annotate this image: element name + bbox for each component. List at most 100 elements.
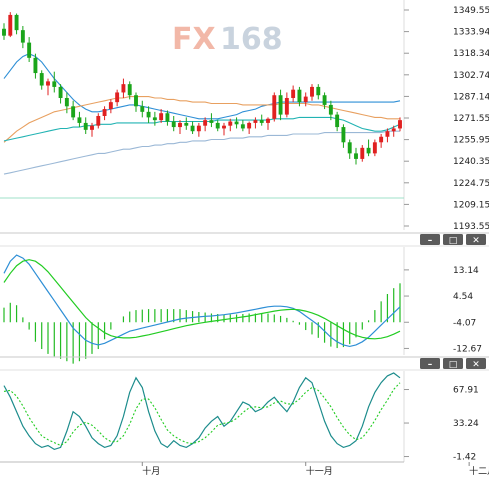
candle: [303, 92, 308, 107]
candle: [178, 120, 182, 134]
candle: [385, 128, 390, 143]
candle: [240, 120, 245, 132]
candle-body: [341, 127, 346, 143]
candle: [209, 113, 214, 128]
candle-body: [171, 121, 176, 128]
candle-body: [127, 84, 132, 96]
macd-panel: 13.14 4.54 -4.07 -12.67: [3, 247, 482, 364]
candle: [328, 100, 333, 121]
price-panel: 1349.55 1333.94 1318.34 1302.74 1287.14 1271.…: [0, 0, 489, 232]
price-tick-label: 1240.35: [453, 157, 489, 167]
kdj-tick-label: 33.24: [453, 419, 479, 429]
candle: [90, 122, 94, 137]
panel-restore-button[interactable]: □: [443, 234, 463, 246]
candle-body: [240, 124, 245, 129]
candle: [184, 117, 189, 130]
moving-average-lines: [3, 53, 401, 175]
candle-body: [108, 102, 113, 110]
candle-body: [259, 120, 264, 123]
price-tick-label: 1287.14: [453, 92, 489, 102]
candle-body: [8, 14, 13, 36]
kdj-panel-controls: – □ ✕: [420, 358, 486, 370]
price-tick-label: 1224.75: [453, 179, 489, 189]
candle-body: [165, 113, 170, 122]
panel-minimize-bg: [420, 234, 440, 245]
candle-body: [366, 147, 371, 154]
candlestick-series: [2, 12, 402, 165]
ma-line-ma-long: [3, 130, 400, 175]
price-tick-label: 1318.34: [453, 49, 489, 59]
macd-tick-label: -12.67: [453, 344, 482, 354]
candle-body: [234, 121, 239, 125]
candle: [102, 106, 107, 121]
candle-body: [184, 122, 189, 126]
candle-body: [398, 120, 402, 129]
candle-body: [178, 122, 182, 128]
kdj-tick-label: -1.42: [453, 453, 476, 463]
candle-body: [391, 128, 396, 132]
candle-body: [71, 106, 76, 118]
candle-body: [278, 95, 283, 115]
candle: [14, 13, 19, 35]
panel-minimize-button[interactable]: –: [420, 358, 440, 370]
candle-body: [297, 89, 302, 103]
brand-watermark: FX 168: [172, 22, 283, 57]
candle: [203, 117, 208, 132]
candle-body: [27, 42, 32, 58]
macd-panel-header: – □ ✕: [0, 232, 489, 247]
candle-body: [90, 125, 94, 130]
candle: [33, 53, 38, 79]
candle-body: [14, 14, 19, 31]
candle-body: [272, 95, 277, 119]
kdj-axis: 67.91 33.24 -1.42: [404, 386, 479, 463]
candle-body: [322, 95, 327, 105]
candle: [234, 117, 239, 129]
candle: [335, 111, 340, 132]
candle: [140, 100, 145, 118]
candle-body: [96, 115, 101, 126]
restore-icon: □: [449, 360, 458, 370]
candle-body: [215, 122, 220, 129]
panel-close-bg: [466, 358, 486, 369]
watermark-text-fx: FX: [172, 22, 216, 57]
kdj-d-line: [3, 382, 401, 447]
candle-body: [266, 118, 270, 123]
panel-close-bg: [466, 234, 486, 245]
candle: [165, 110, 170, 126]
price-tick-label: 1193.55: [453, 222, 489, 232]
candle: [58, 84, 63, 104]
candle-body: [64, 97, 69, 107]
candle: [266, 117, 270, 130]
panel-close-button[interactable]: ✕: [466, 358, 486, 370]
candle: [297, 86, 302, 107]
candle-body: [58, 86, 63, 98]
kdj-panel: 67.91 33.24 -1.42: [3, 371, 479, 463]
panel-minimize-button[interactable]: –: [420, 234, 440, 246]
candle: [291, 85, 296, 103]
candle-body: [379, 136, 384, 143]
candle: [83, 117, 88, 134]
panel-restore-button[interactable]: □: [443, 358, 463, 370]
watermark-text-168: 168: [220, 22, 283, 57]
candle-body: [228, 121, 233, 126]
candle: [253, 117, 258, 129]
candle: [8, 12, 13, 38]
candle-body: [310, 86, 314, 97]
candle-body: [2, 28, 6, 36]
candle: [115, 89, 120, 107]
candle: [316, 84, 321, 100]
candle: [159, 109, 164, 123]
panel-minimize-bg: [420, 358, 440, 369]
close-icon: ✕: [472, 360, 480, 370]
time-axis: 十月 十一月 十二月: [0, 461, 489, 477]
panel-restore-bg: [443, 234, 463, 245]
kdj-k-line: [3, 372, 401, 451]
macd-dea-line: [3, 259, 401, 340]
macd-panel-controls: – □ ✕: [420, 234, 486, 246]
candle: [127, 81, 132, 100]
panel-close-button[interactable]: ✕: [466, 234, 486, 246]
candle: [190, 121, 195, 134]
candle-body: [372, 142, 377, 154]
candle-body: [39, 73, 44, 86]
